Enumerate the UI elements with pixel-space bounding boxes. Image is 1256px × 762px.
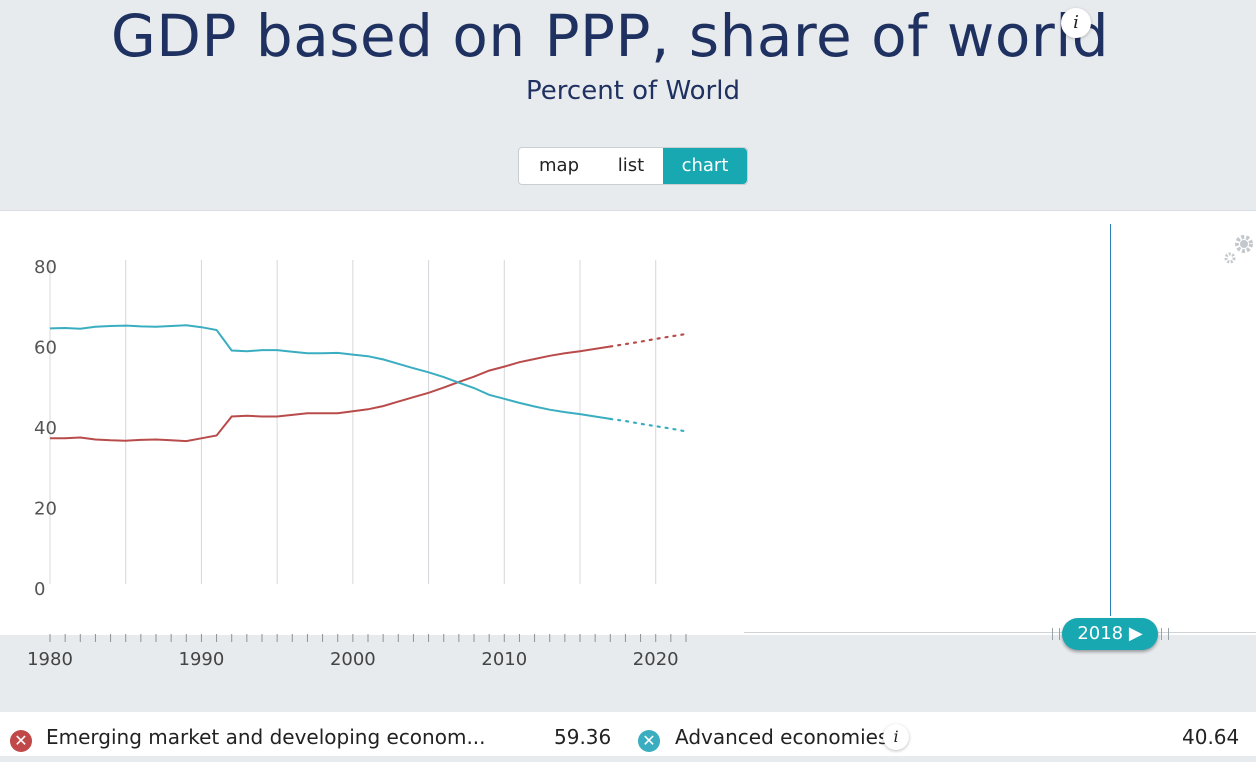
x-tick-label: 2010 <box>481 649 527 670</box>
series-line-1 <box>49 324 611 420</box>
series-projection-1 <box>609 417 688 433</box>
page-title: GDP based on PPP, share of world <box>110 2 1110 70</box>
info-icon[interactable]: i <box>1061 8 1091 38</box>
info-icon[interactable]: i <box>883 724 909 750</box>
x-tick-label: 1980 <box>27 649 73 670</box>
series-projection-0 <box>609 332 688 348</box>
header: GDP based on PPP, share of world i Perce… <box>0 0 1256 210</box>
close-icon[interactable]: ✕ <box>10 730 32 752</box>
page-subtitle: Percent of World <box>526 76 740 106</box>
x-tick-label: 2000 <box>330 649 376 670</box>
legend-label-advanced: Advanced economies <box>675 725 889 749</box>
close-icon[interactable]: ✕ <box>638 730 660 752</box>
slider-grip-left[interactable] <box>1052 628 1060 640</box>
legend: ✕ Emerging market and developing econom.… <box>0 712 1256 756</box>
year-slider-line <box>1110 224 1111 616</box>
y-tick-label: 40 <box>34 418 57 439</box>
gear-icon[interactable] <box>1222 232 1256 266</box>
y-tick-label: 80 <box>34 257 57 278</box>
legend-value-emerging: 59.36 <box>554 725 612 749</box>
y-tick-label: 60 <box>34 338 57 359</box>
tab-list[interactable]: list <box>617 155 645 176</box>
y-tick-label: 20 <box>34 499 57 520</box>
series-line-0 <box>50 345 611 443</box>
x-tick-label: 2020 <box>633 649 679 670</box>
year-slider-handle[interactable]: 2018 ▶ <box>1062 618 1158 650</box>
slider-grip-right[interactable] <box>1161 628 1169 640</box>
legend-label-emerging: Emerging market and developing econom... <box>46 725 486 749</box>
panel-divider <box>744 632 1256 633</box>
tab-chart[interactable]: chart <box>663 148 747 184</box>
legend-value-advanced: 40.64 <box>1182 725 1240 749</box>
y-tick-label: 0 <box>34 579 45 600</box>
tab-map[interactable]: map <box>539 155 579 176</box>
x-tick-label: 1990 <box>179 649 225 670</box>
view-toggle: map list chart <box>518 147 748 185</box>
